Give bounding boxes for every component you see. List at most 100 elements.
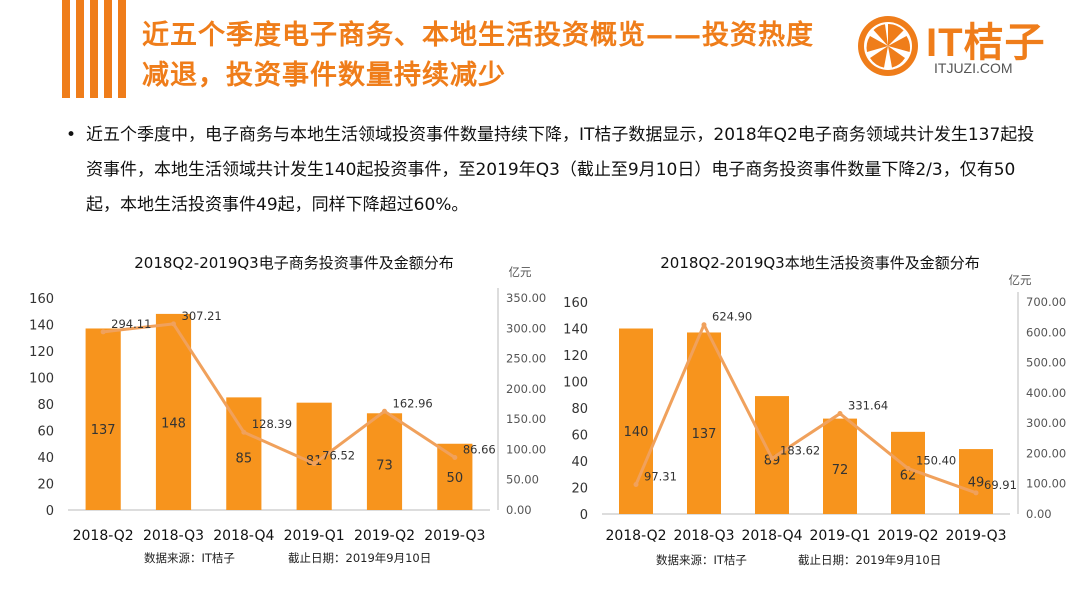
amount-line	[102, 322, 456, 466]
right-tick-label: 200.00	[506, 382, 546, 396]
amount-line	[634, 323, 977, 495]
logo-text: IT桔子	[926, 21, 1046, 65]
amount-data-label: 183.62	[780, 443, 820, 457]
right-tick-label: 300.00	[1026, 416, 1066, 430]
category-label: 2018-Q4	[741, 528, 802, 544]
left-tick-label: 80	[571, 402, 588, 417]
page-title: 近五个季度电子商务、本地生活投资概览——投资热度减退，投资事件数量持续减少	[142, 20, 814, 91]
left-tick-label: 60	[37, 425, 54, 440]
bar-data-label: 50	[447, 471, 464, 486]
left-tick-label: 140	[563, 323, 588, 338]
category-label: 2019-Q1	[284, 528, 345, 544]
bar	[85, 328, 121, 510]
summary-paragraph: • 近五个季度中，电子商务与本地生活领域投资事件数量持续下降，IT桔子数据显示，…	[66, 118, 1046, 223]
bar	[437, 443, 473, 510]
category-label: 2018-Q4	[213, 528, 274, 544]
amount-point	[769, 455, 775, 461]
chart-title: 2018Q2-2019Q3本地生活投资事件及金额分布	[660, 254, 979, 272]
decorative-stripes	[62, 0, 132, 98]
amount-point	[311, 461, 317, 467]
bar-data-label: 148	[161, 417, 186, 432]
cutoff-note: 截止日期：2019年9月10日	[798, 553, 941, 567]
chart-title: 2018Q2-2019Q3电子商务投资事件及金额分布	[134, 254, 453, 272]
amount-point	[171, 321, 176, 327]
bar-data-label: 49	[968, 476, 985, 491]
bar-data-label: 73	[376, 458, 393, 473]
bar	[687, 332, 721, 514]
amount-data-label: 86.66	[463, 443, 496, 457]
amount-data-label: 128.39	[252, 417, 292, 431]
amount-data-label: 294.11	[111, 317, 151, 331]
right-tick-label: 100.00	[1026, 477, 1066, 491]
amount-data-label: 97.31	[644, 470, 677, 484]
category-label: 2019-Q2	[354, 528, 415, 544]
right-tick-label: 350.00	[506, 291, 546, 305]
amount-point	[100, 329, 106, 335]
category-label: 2019-Q3	[945, 528, 1006, 544]
left-tick-label: 160	[29, 292, 54, 307]
left-tick-label: 160	[563, 296, 588, 311]
amount-point	[633, 482, 639, 488]
amount-data-label: 624.90	[712, 310, 752, 324]
bar-data-label: 137	[91, 423, 116, 438]
bar	[755, 396, 789, 514]
right-tick-label: 700.00	[1026, 295, 1066, 309]
left-tick-label: 40	[571, 455, 588, 470]
amount-data-label: 307.21	[182, 309, 222, 323]
right-tick-label: 400.00	[1026, 386, 1066, 400]
left-tick-label: 100	[563, 376, 588, 391]
amount-point	[382, 408, 387, 414]
left-tick-label: 120	[563, 349, 588, 364]
right-tick-label: 150.00	[506, 412, 546, 426]
bar	[823, 418, 857, 514]
left-tick-label: 20	[571, 482, 588, 497]
right-tick-label: 0.00	[506, 503, 532, 517]
amount-data-label: 76.52	[322, 449, 355, 463]
bar	[959, 449, 993, 514]
right-tick-label: 500.00	[1026, 356, 1066, 370]
left-tick-label: 40	[37, 451, 54, 466]
chart-local-life: 2018Q2-2019Q3本地生活投资事件及金额分布 亿元 0 20 40 60 80 100…	[540, 240, 1080, 604]
right-tick-label: 200.00	[1026, 446, 1066, 460]
amount-point	[701, 322, 707, 328]
orange-slice-icon	[858, 16, 918, 76]
amount-data-label: 150.40	[916, 453, 956, 467]
bar-data-label: 62	[900, 468, 917, 483]
left-tick-label: 120	[29, 345, 54, 360]
amount-point	[837, 411, 843, 417]
amount-data-label: 69.91	[984, 478, 1017, 492]
category-label: 2018-Q2	[73, 528, 134, 544]
ecommerce-chart-svg: 2018Q2-2019Q3电子商务投资事件及金额分布 亿元 0 20 40 60 80 100…	[29, 254, 546, 565]
bullet-icon: •	[66, 125, 77, 145]
category-label: 2018-Q3	[143, 528, 204, 544]
bar-data-label: 140	[624, 425, 649, 440]
category-label: 2019-Q2	[877, 528, 938, 544]
left-tick-label: 80	[37, 398, 54, 413]
right-tick-label: 50.00	[506, 473, 539, 487]
bar	[155, 313, 192, 510]
source-note: 数据来源：IT桔子	[144, 551, 235, 565]
bar-data-label: 72	[832, 463, 849, 478]
amount-data-label: 162.96	[393, 396, 433, 410]
category-label: 2018-Q3	[673, 528, 734, 544]
bar-data-label: 85	[236, 452, 253, 467]
right-tick-label: 300.00	[506, 321, 546, 335]
chart-ecommerce: 2018Q2-2019Q3电子商务投资事件及金额分布 亿元 0 20 40 60 80 100…	[0, 240, 546, 604]
left-tick-label: 0	[46, 504, 54, 519]
left-tick-label: 140	[29, 319, 54, 334]
category-label: 2019-Q3	[424, 528, 485, 544]
summary-text: 近五个季度中，电子商务与本地生活领域投资事件数量持续下降，IT桔子数据显示，20…	[86, 125, 1035, 215]
amount-data-label: 331.64	[848, 399, 888, 413]
left-tick-label: 0	[580, 508, 588, 523]
bar	[366, 413, 403, 510]
bar-data-label: 137	[692, 427, 717, 442]
right-tick-label: 100.00	[506, 442, 546, 456]
left-tick-label: 20	[37, 478, 54, 493]
amount-point	[452, 455, 458, 461]
right-tick-label: 0.00	[1026, 507, 1052, 521]
itjuzi-logo: IT桔子 ITJUZI.COM	[856, 8, 1066, 92]
right-tick-label: 250.00	[506, 352, 546, 366]
logo-url: ITJUZI.COM	[934, 60, 1013, 76]
left-tick-label: 100	[29, 372, 54, 387]
